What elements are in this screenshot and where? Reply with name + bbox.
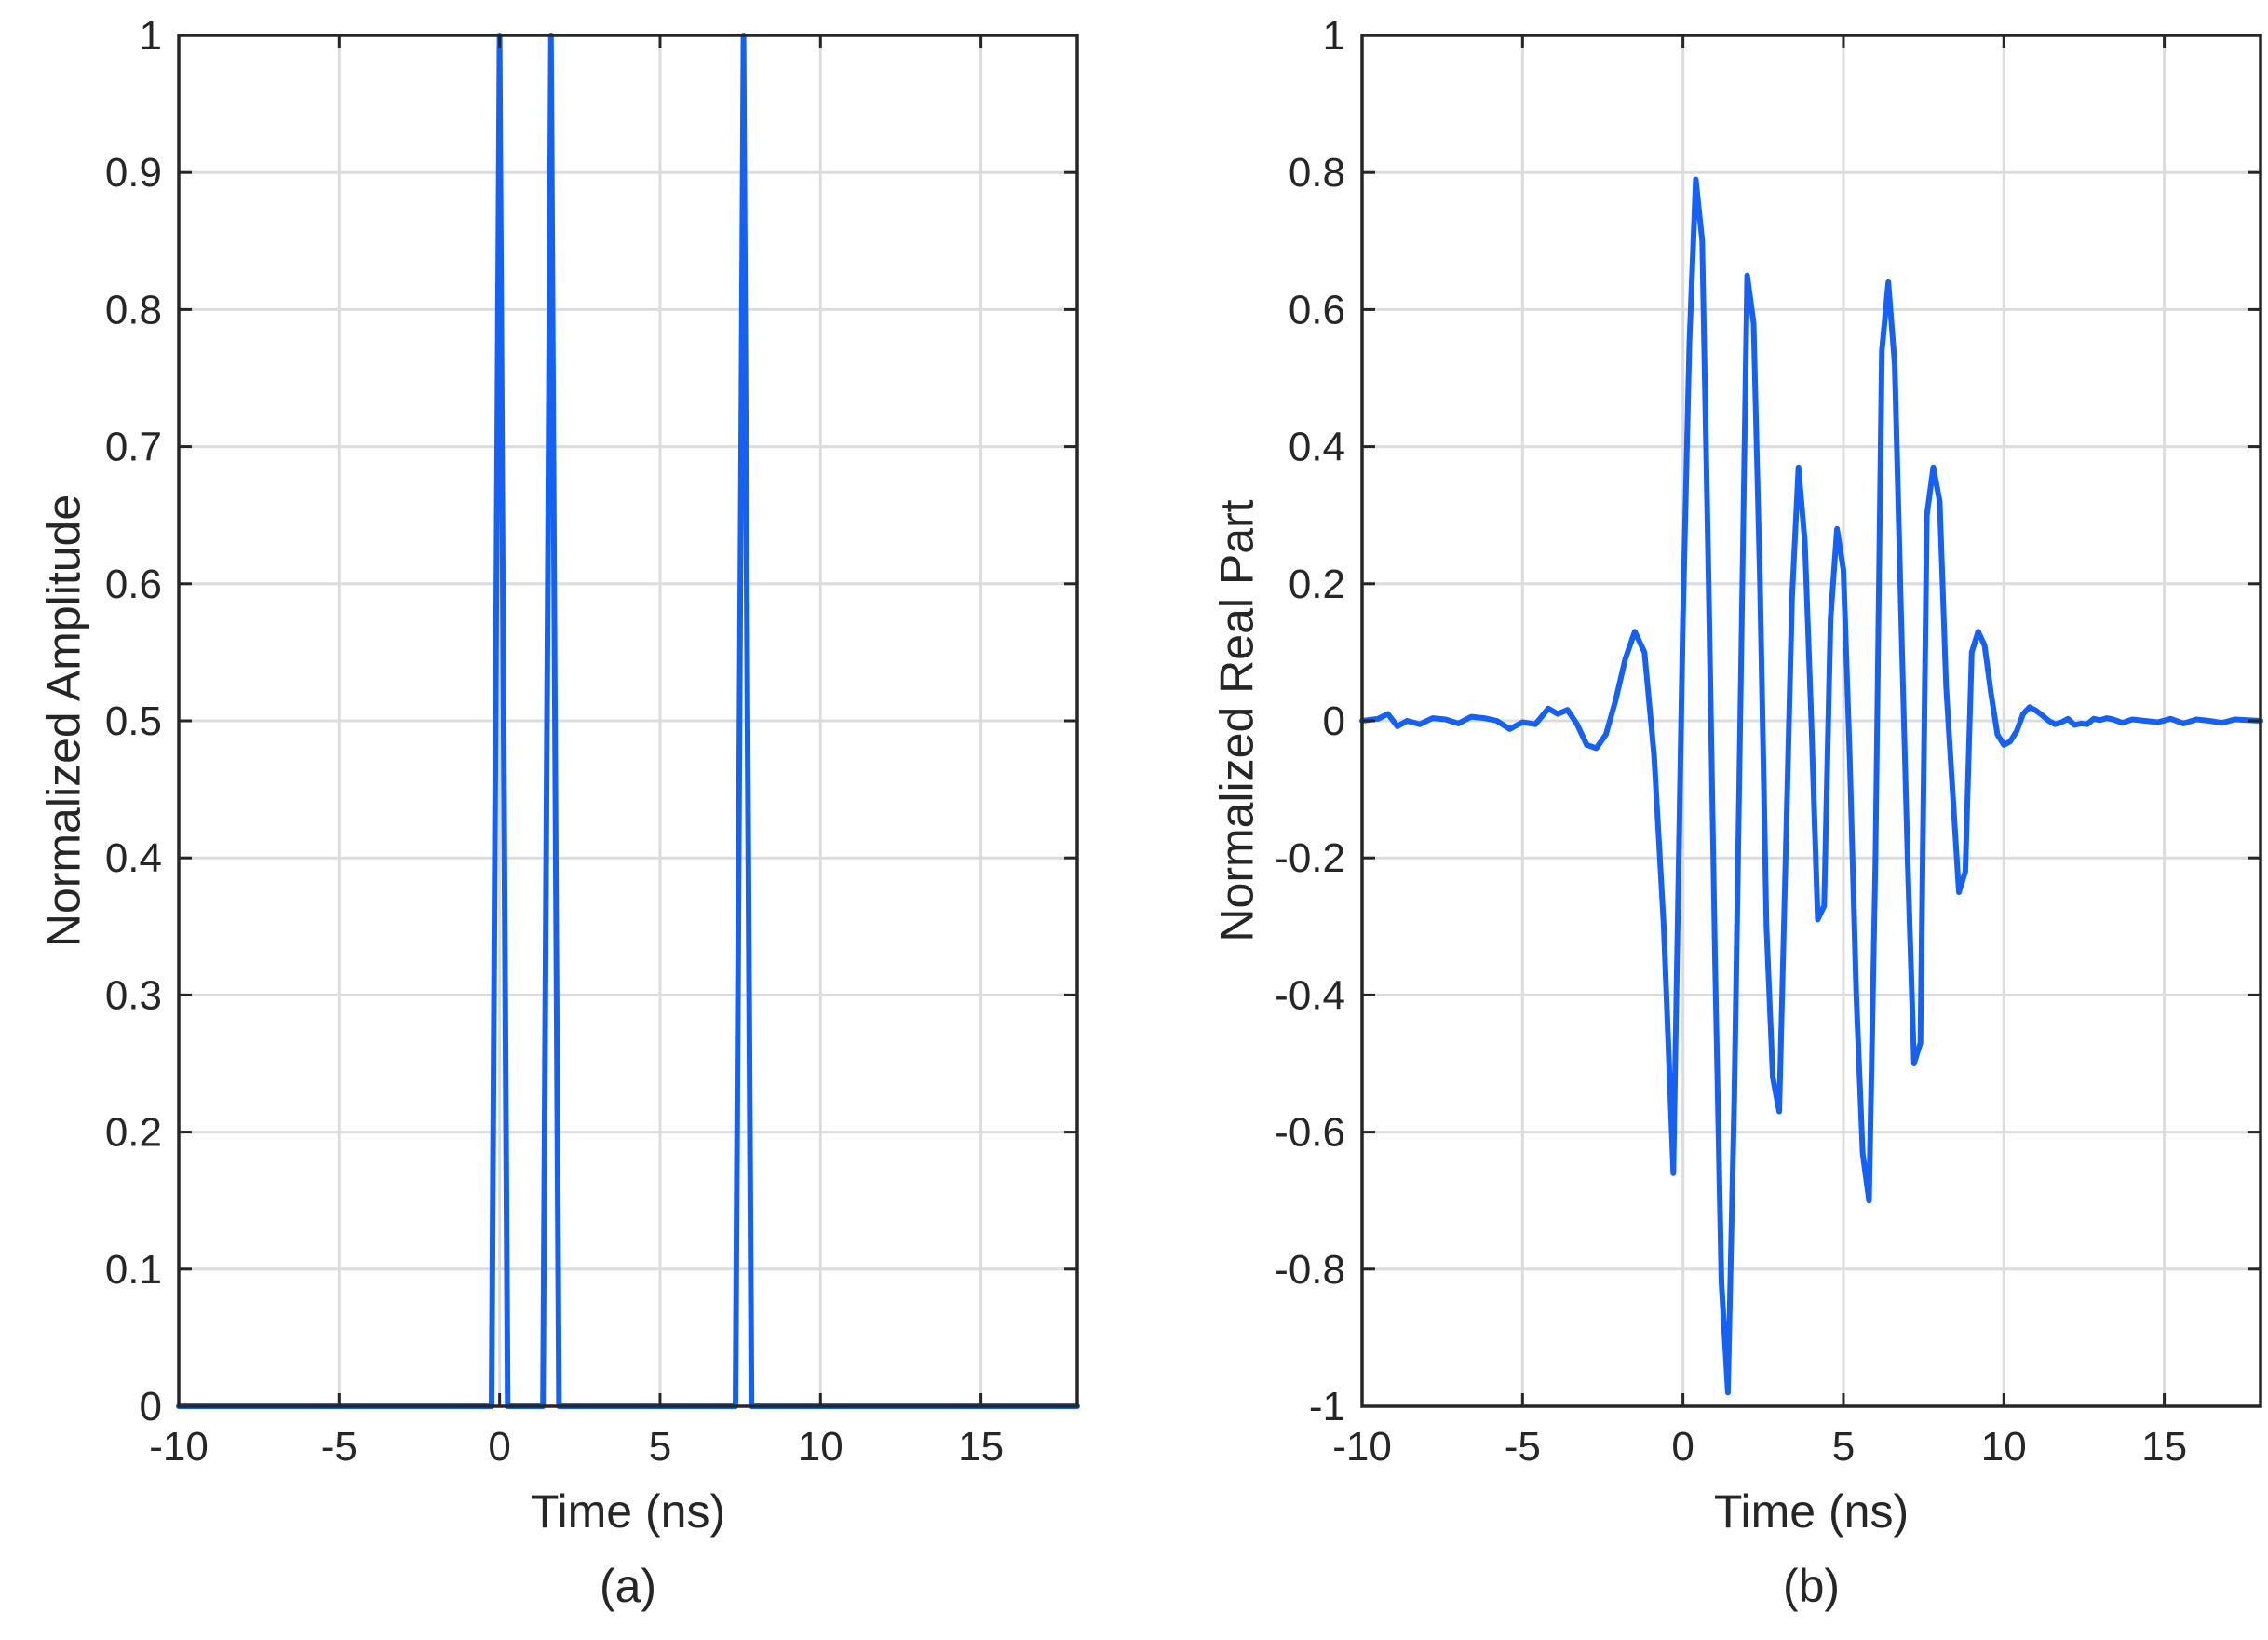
panel-b-y-tick-label: 0.2 — [1289, 562, 1345, 607]
panel-b-y-tick-label: -0.4 — [1275, 972, 1345, 1018]
panel-a-x-tick-label: -10 — [149, 1424, 209, 1470]
panel-a-y-tick-label: 0.6 — [105, 562, 162, 607]
panel-a-x-tick-label: 0 — [488, 1424, 510, 1470]
panel-b-x-tick-label: 10 — [1981, 1424, 2027, 1470]
panel-a-x-tick-label: -5 — [321, 1424, 358, 1470]
panel-a-y-tick-label: 0.7 — [105, 425, 162, 470]
panel-a-y-tick-label: 0.1 — [105, 1247, 162, 1293]
panel-b-y-axis-label: Normalized Real Part — [1211, 499, 1263, 942]
panel-b-y-tick-label: 1 — [1323, 13, 1345, 59]
panel-a-y-tick-label: 0.3 — [105, 972, 162, 1018]
panel-b: -10 -5 0 5 10 15 -1 -0.8 -0.6 -0.4 -0.2 0 0.2 0.4 0.6 0… — [1211, 13, 2263, 1612]
panel-b-y-tick-label: 0.6 — [1289, 287, 1345, 332]
panel-b-x-tick-label: -5 — [1505, 1424, 1541, 1470]
panel-b-x-tick-label: 0 — [1671, 1424, 1694, 1470]
panel-b-x-tick-label: 15 — [2141, 1424, 2187, 1470]
panel-b-y-tick-label: 0.8 — [1289, 150, 1345, 196]
panel-b-y-tick-label: -0.6 — [1275, 1110, 1345, 1156]
panel-a-y-tick-label: 0.5 — [105, 698, 162, 744]
panel-b-x-tick-label: -10 — [1332, 1424, 1392, 1470]
panel-a-y-tick-label: 0.8 — [105, 287, 162, 332]
panel-a-y-tick-label: 1 — [140, 13, 162, 59]
panel-a-tick-labels: -10 -5 0 5 10 15 0 0.1 0.2 0.3 0.4 0.5 0.6 0.7 0.8 0.9 1 — [105, 13, 1004, 1470]
panel-b-y-tick-label: -0.8 — [1275, 1247, 1345, 1293]
panel-a-caption: (a) — [600, 1560, 656, 1612]
panel-a-x-axis-label: Time (ns) — [531, 1485, 725, 1538]
panel-a-y-tick-label: 0.4 — [105, 835, 162, 881]
panel-a-y-tick-label: 0.2 — [105, 1110, 162, 1156]
panel-b-y-tick-label: -0.2 — [1275, 835, 1345, 881]
panel-b-series-line — [1359, 176, 2263, 1396]
panel-a-x-tick-label: 10 — [798, 1424, 844, 1470]
panel-a-y-tick-label: 0.9 — [105, 150, 162, 196]
panel-a-ticks — [177, 34, 1077, 1408]
panel-b-y-tick-label: 0.4 — [1289, 425, 1345, 470]
panel-b-caption: (b) — [1783, 1560, 1840, 1612]
panel-a-x-tick-label: 5 — [649, 1424, 671, 1470]
panel-a-y-tick-label: 0 — [140, 1384, 162, 1430]
panel-b-x-axis-label: Time (ns) — [1714, 1485, 1909, 1538]
panel-b-series — [1359, 176, 2263, 1396]
panel-a-x-tick-label: 15 — [958, 1424, 1004, 1470]
panel-b-y-tick-label: 0 — [1323, 698, 1345, 744]
panel-b-ticks — [1360, 34, 2261, 1408]
panel-a-y-axis-label: Normalized Amplitude — [38, 495, 90, 947]
panel-b-x-tick-label: 5 — [1832, 1424, 1855, 1470]
panel-b-tick-labels: -10 -5 0 5 10 15 -1 -0.8 -0.6 -0.4 -0.2 0 0.2 0.4 0.6 0… — [1275, 13, 2187, 1470]
panel-a: -10 -5 0 5 10 15 0 0.1 0.2 0.3 0.4 0.5 0.6 0.7 0.8 0.9 1… — [38, 13, 1080, 1612]
panel-b-y-tick-label: -1 — [1309, 1384, 1345, 1430]
